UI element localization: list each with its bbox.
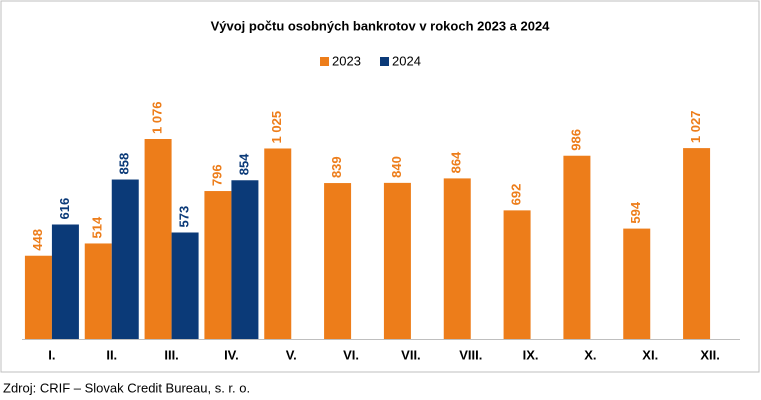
bar — [264, 148, 292, 339]
value-label: 448 — [30, 229, 45, 251]
x-tick-label: IX. — [523, 347, 539, 362]
bar — [383, 182, 411, 339]
bar — [111, 179, 139, 339]
value-label: 573 — [177, 206, 192, 228]
x-tick-label: III. — [164, 347, 178, 362]
value-label: 854 — [236, 153, 251, 175]
bar — [144, 139, 172, 339]
x-tick-label: V. — [286, 347, 297, 362]
x-tick-label: IV. — [224, 347, 239, 362]
x-tick-label: X. — [584, 347, 596, 362]
bar — [171, 232, 199, 339]
x-tick-label: XI. — [642, 347, 658, 362]
bar — [623, 228, 651, 339]
legend-swatch — [320, 57, 329, 66]
value-label: 692 — [509, 184, 524, 206]
x-tick-label: II. — [106, 347, 117, 362]
x-tick-label: XII. — [700, 347, 720, 362]
value-label: 864 — [449, 151, 464, 173]
chart-title: Vývoj počtu osobných bankrotov v rokoch … — [211, 18, 551, 33]
x-tick-label: VI. — [343, 347, 359, 362]
source-note: Zdroj: CRIF – Slovak Credit Bureau, s. r… — [3, 380, 250, 395]
bar — [24, 255, 52, 339]
bar — [84, 243, 112, 339]
value-label: 796 — [209, 164, 224, 186]
bar — [683, 148, 711, 339]
x-tick-label: VIII. — [459, 347, 482, 362]
legend-swatch — [380, 57, 389, 66]
value-label: 840 — [389, 156, 404, 178]
value-label: 1 025 — [269, 111, 284, 144]
bar — [443, 178, 471, 339]
legend-label: 2024 — [392, 53, 421, 68]
x-tick-label: VII. — [401, 347, 421, 362]
bar — [51, 224, 79, 339]
bar — [563, 155, 591, 339]
bar — [231, 180, 259, 339]
bar — [204, 191, 232, 339]
value-label: 1 076 — [150, 101, 165, 134]
value-label: 514 — [90, 216, 105, 238]
value-label: 616 — [57, 198, 72, 220]
value-label: 839 — [329, 156, 344, 178]
value-label: 858 — [117, 153, 132, 175]
bar — [503, 210, 531, 339]
bar — [324, 183, 352, 339]
legend-label: 2023 — [332, 53, 361, 68]
value-label: 986 — [568, 129, 583, 151]
value-label: 1 027 — [688, 111, 703, 144]
value-label: 594 — [628, 201, 643, 223]
x-tick-label: I. — [48, 347, 55, 362]
